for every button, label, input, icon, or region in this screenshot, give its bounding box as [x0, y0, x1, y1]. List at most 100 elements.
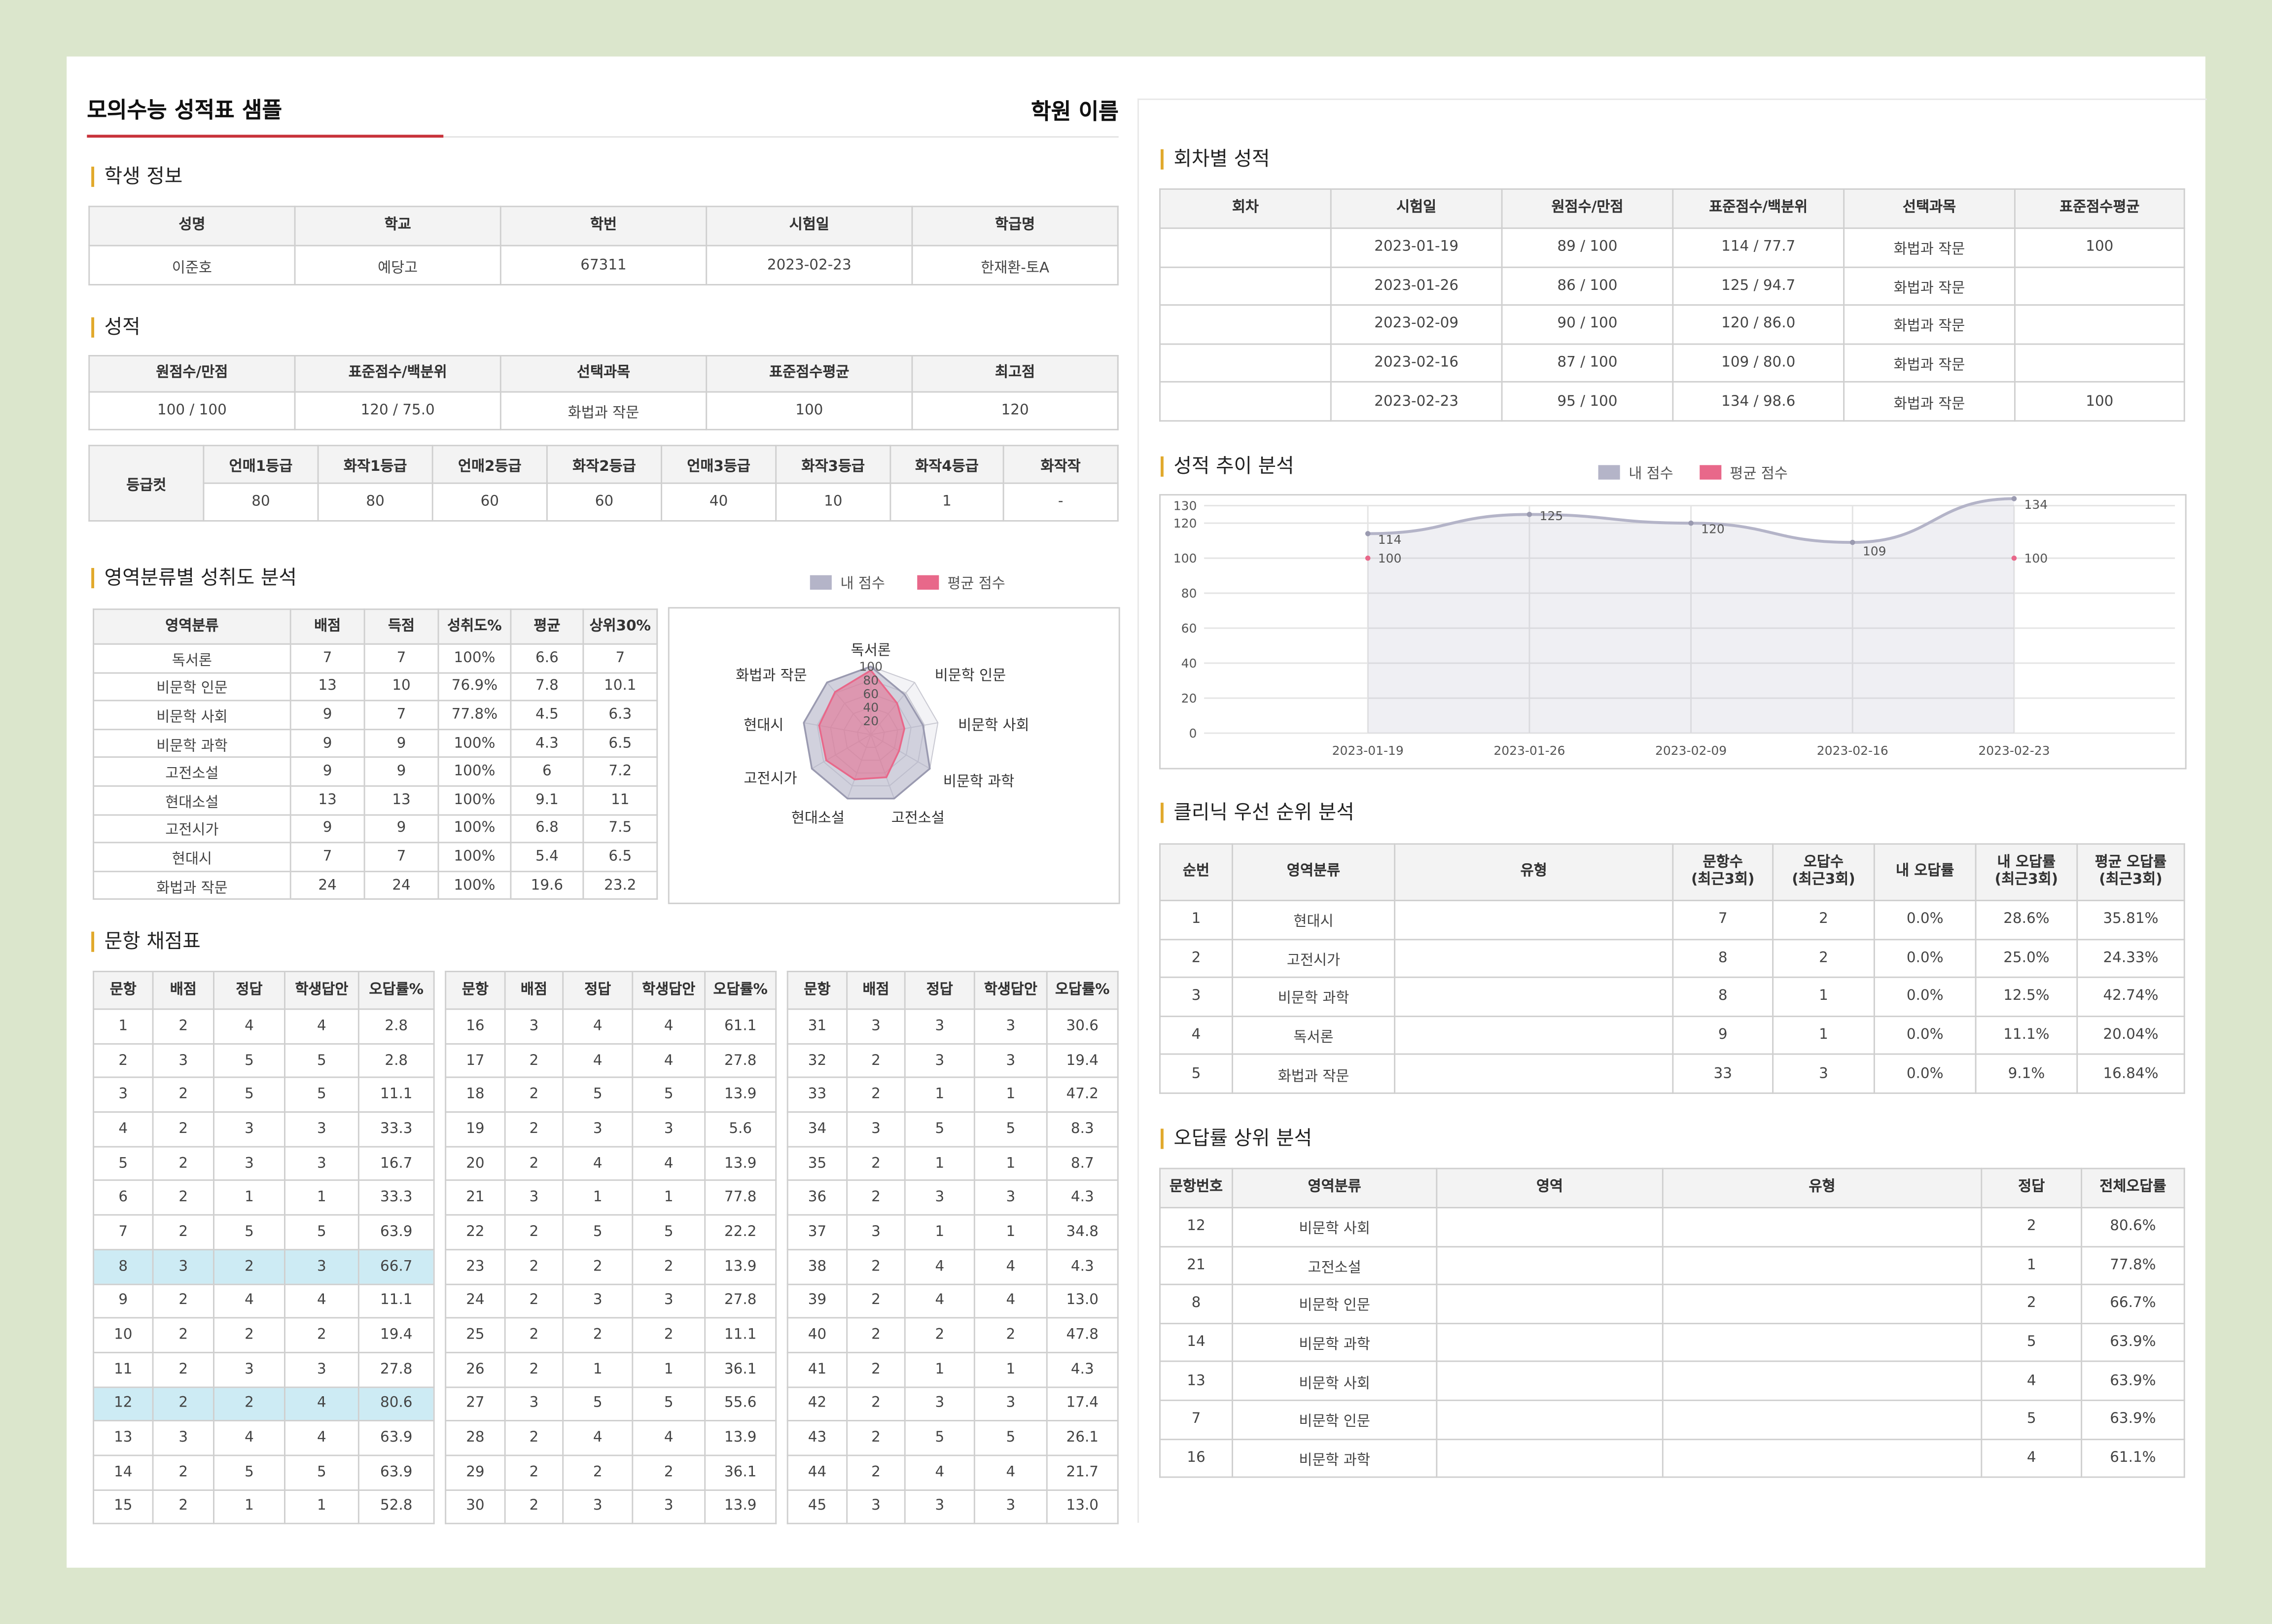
table-cell: 1: [973, 1077, 1048, 1113]
table-cell: 2: [504, 1111, 564, 1147]
table-cell: 63.9%: [2081, 1399, 2185, 1440]
table-row: 35 2 1 1 8.7: [786, 1145, 1119, 1182]
table-cell: 2: [562, 1454, 634, 1490]
table-cell: 38: [786, 1248, 848, 1285]
radar-series-avg: [818, 669, 906, 780]
table-cell: 27.8: [704, 1043, 777, 1079]
table-cell: 3: [904, 1489, 975, 1525]
column-header: 학생답안: [632, 970, 706, 1010]
table-cell: [1662, 1322, 1983, 1363]
table-cell: 5: [1159, 1054, 1233, 1094]
table-cell: 100: [706, 391, 913, 430]
header-row: 순번 영역분류 유형 문항수 (최근3회) 오답수 (최근3회) 내 오답률 내 오답률 (…: [1159, 843, 2185, 901]
table-cell: 6.5: [582, 728, 658, 759]
table-cell: 5: [284, 1214, 359, 1250]
table-cell: 3: [904, 1386, 975, 1422]
table-cell: 5: [973, 1111, 1048, 1147]
title-underline: [87, 135, 444, 138]
section-title-clinic: 클리닉 우선 순위 분석: [1160, 803, 1354, 823]
table-row: 45 3 3 3 13.0: [786, 1489, 1119, 1525]
table-cell: 11.1: [357, 1077, 435, 1113]
data-point-mine: [1526, 512, 1532, 517]
x-tick-label: 2023-02-09: [1655, 743, 1727, 758]
table-cell: 9: [289, 757, 365, 787]
column-header: 화작2등급: [546, 445, 663, 484]
table-cell: 화법과 작문: [1843, 343, 2016, 383]
table-cell: 2: [1981, 1284, 2083, 1324]
answer-sheet-table-1: 문항 배점 정답 학생답안 오답률% 1 2 4 4 2.8 2 3 5 5 2.8 3 2 5 5 11.1 4 2 3 3…: [93, 970, 435, 1525]
table-cell: 14: [93, 1454, 154, 1490]
table-cell: 67311: [499, 245, 708, 285]
table-cell: 4: [1159, 1015, 1233, 1056]
table-cell: 120 / 86.0: [1672, 304, 1845, 345]
table-cell: 100%: [437, 870, 512, 900]
table-row: 8 3 2 3 66.7: [93, 1248, 435, 1285]
table-row: 2 3 5 5 2.8: [93, 1043, 435, 1079]
table-cell: 13.9: [704, 1420, 777, 1456]
table-cell: 11.1: [704, 1317, 777, 1353]
table-cell: 2: [213, 1248, 285, 1285]
table-cell: 3: [213, 1111, 285, 1147]
table-cell: 27.8: [357, 1351, 435, 1388]
table-cell: 2: [562, 1248, 634, 1285]
table-cell: 89 / 100: [1501, 227, 1674, 268]
table-cell: 3: [284, 1248, 359, 1285]
table-cell: 1: [93, 1008, 154, 1044]
column-header: 상위30%: [582, 608, 658, 645]
table-cell: 100%: [437, 842, 512, 872]
header-row: 원점수/만점 표준점수/백분위 선택과목 표준점수평균 최고점: [88, 355, 1119, 393]
table-cell: 63.9: [357, 1454, 435, 1490]
table-row: 12 비문학 사회 2 80.6%: [1159, 1207, 2185, 1247]
data-label-mine: 125: [1539, 509, 1563, 523]
column-header: 정답: [562, 970, 634, 1010]
x-tick-label: 2023-02-23: [1978, 743, 2050, 758]
column-header: 화작1등급: [317, 445, 433, 484]
table-row: 고전시가 9 9 100% 6.8 7.5: [93, 813, 658, 844]
table-cell: 52.8: [357, 1489, 435, 1525]
student-info-table: 성명 학교 학번 시험일 학급명 이준호 예당고 67311 2023-02-23 한재환-토A: [88, 206, 1119, 285]
table-row: 5 2 3 3 16.7: [93, 1145, 435, 1182]
table-cell: 2: [504, 1454, 564, 1490]
table-cell: 2: [846, 1317, 906, 1353]
column-header: 문항: [93, 970, 154, 1010]
table-cell: 2.8: [357, 1043, 435, 1079]
table-row: 2 고전시가 8 2 0.0% 25.0% 24.33%: [1159, 938, 2185, 979]
table-cell: 3: [973, 1386, 1048, 1422]
trend-legend: 내 점수 평균 점수: [1598, 461, 1788, 483]
table-cell: 5.6: [704, 1111, 777, 1147]
table-cell: 13: [289, 785, 365, 815]
grade-cut-table: 등급컷 언매1등급 화작1등급 언매2등급 화작2등급 언매3등급 화작3등급 화작4등급 화작…: [88, 445, 1119, 522]
legend-swatch-mine: [810, 574, 832, 589]
table-cell: 8: [1672, 977, 1774, 1017]
table-cell: 19: [445, 1111, 506, 1147]
table-row: 22 2 5 5 22.2: [445, 1214, 777, 1250]
table-row: 3 2 5 5 11.1: [93, 1077, 435, 1113]
table-cell: 6: [510, 757, 584, 787]
column-header: 표준점수평균: [2014, 188, 2185, 229]
column-header: 순번: [1159, 843, 1233, 901]
table-cell: 1: [973, 1351, 1048, 1388]
radar-axis-label: 비문학 인문: [935, 667, 1006, 683]
table-cell: 4: [284, 1420, 359, 1456]
table-cell: 41: [786, 1351, 848, 1388]
table-cell: 40: [661, 482, 777, 522]
table-cell: 3: [973, 1180, 1048, 1216]
table-cell: 2: [846, 1248, 906, 1285]
table-cell: 1: [562, 1180, 634, 1216]
table-row: 고전소설 9 9 100% 6 7.2: [93, 757, 658, 787]
table-cell: 10: [363, 671, 439, 702]
table-cell: 11.1: [357, 1283, 435, 1319]
table-cell: 4: [973, 1248, 1048, 1285]
table-row: 비문학 과학 9 9 100% 4.3 6.5: [93, 728, 658, 759]
table-cell: 24: [363, 870, 439, 900]
legend-swatch-avg: [917, 574, 939, 589]
table-cell: 100%: [437, 813, 512, 844]
table-cell: 7: [1159, 1399, 1233, 1440]
table-cell: 1: [213, 1489, 285, 1525]
table-cell: 3: [632, 1111, 706, 1147]
table-cell: 6.6: [510, 643, 584, 673]
table-cell: 11: [582, 785, 658, 815]
column-header: 평균: [510, 608, 584, 645]
table-cell: 7: [363, 643, 439, 673]
table-cell: 4: [562, 1145, 634, 1182]
